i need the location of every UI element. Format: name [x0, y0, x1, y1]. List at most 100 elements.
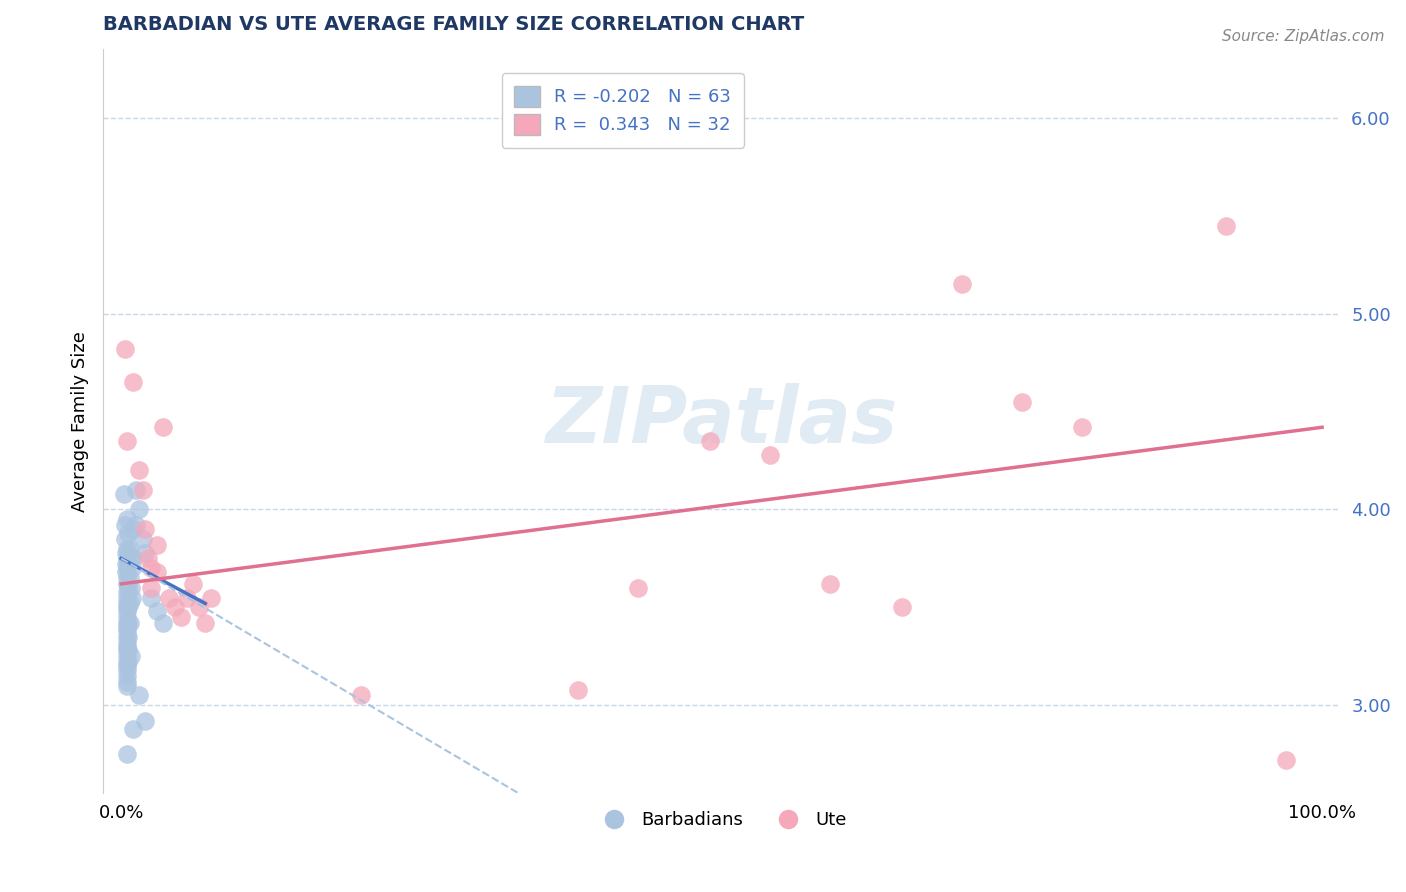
Text: BARBADIAN VS UTE AVERAGE FAMILY SIZE CORRELATION CHART: BARBADIAN VS UTE AVERAGE FAMILY SIZE COR… [103, 15, 804, 34]
Point [115, 571, 138, 585]
Point [122, 551, 145, 566]
Point [157, 591, 180, 605]
Point [122, 376, 145, 390]
Point [115, 591, 138, 605]
Point [115, 541, 138, 556]
Point [134, 714, 156, 728]
Point [128, 689, 150, 703]
Text: Source: ZipAtlas.com: Source: ZipAtlas.com [1222, 29, 1385, 44]
Y-axis label: Average Family Size: Average Family Size [72, 331, 89, 512]
Point [122, 522, 145, 536]
Point [115, 643, 138, 657]
Legend: Barbadians, Ute: Barbadians, Ute [589, 804, 855, 837]
Point [120, 581, 142, 595]
Point [626, 581, 648, 595]
Point [200, 591, 222, 605]
Point [818, 577, 841, 591]
Point [115, 561, 138, 575]
Point [115, 659, 138, 673]
Point [567, 682, 589, 697]
Point [176, 591, 198, 605]
Point [115, 558, 138, 572]
Point [188, 600, 211, 615]
Point [132, 532, 155, 546]
Point [890, 600, 912, 615]
Text: ZIPatlas: ZIPatlas [546, 384, 898, 459]
Point [1071, 420, 1094, 434]
Point [115, 434, 138, 448]
Point [114, 518, 136, 533]
Point [117, 643, 139, 657]
Point [118, 571, 141, 585]
Point [120, 551, 142, 566]
Point [117, 615, 139, 630]
Point [699, 434, 721, 448]
Point [120, 649, 142, 664]
Point [124, 483, 146, 497]
Point [115, 565, 138, 579]
Point [112, 487, 135, 501]
Point [124, 518, 146, 533]
Point [115, 624, 138, 638]
Point [121, 561, 143, 575]
Point [146, 604, 169, 618]
Point [115, 630, 138, 644]
Point [758, 448, 780, 462]
Point [115, 545, 138, 559]
Point [115, 604, 138, 618]
Point [115, 551, 138, 566]
Point [128, 463, 150, 477]
Point [114, 342, 136, 356]
Point [350, 689, 373, 703]
Point [146, 538, 169, 552]
Point [122, 722, 145, 736]
Point [115, 620, 138, 634]
Point [115, 584, 138, 599]
Point [117, 655, 139, 669]
Point [152, 615, 174, 630]
Point [115, 649, 138, 664]
Point [117, 526, 139, 541]
Point [115, 674, 138, 689]
Point [118, 615, 141, 630]
Point [115, 615, 138, 630]
Point [1275, 753, 1298, 767]
Point [134, 522, 156, 536]
Point [1215, 219, 1237, 233]
Point [115, 663, 138, 677]
Point [115, 635, 138, 649]
Point [115, 679, 138, 693]
Point [117, 581, 139, 595]
Point [115, 577, 138, 591]
Point [165, 600, 187, 615]
Point [118, 597, 141, 611]
Point [117, 630, 139, 644]
Point [115, 610, 138, 624]
Point [118, 541, 141, 556]
Point [1011, 394, 1033, 409]
Point [115, 669, 138, 683]
Point [115, 597, 138, 611]
Point [146, 565, 169, 579]
Point [194, 615, 217, 630]
Point [152, 420, 174, 434]
Point [134, 545, 156, 559]
Point [115, 655, 138, 669]
Point [132, 483, 155, 497]
Point [136, 551, 159, 566]
Point [115, 600, 138, 615]
Point [117, 558, 139, 572]
Point [950, 277, 973, 292]
Point [181, 577, 204, 591]
Point [114, 532, 136, 546]
Point [141, 581, 163, 595]
Point [141, 591, 163, 605]
Point [117, 600, 139, 615]
Point [170, 610, 193, 624]
Point [115, 512, 138, 526]
Point [115, 747, 138, 762]
Point [115, 640, 138, 654]
Point [121, 591, 143, 605]
Point [141, 561, 163, 575]
Point [128, 502, 150, 516]
